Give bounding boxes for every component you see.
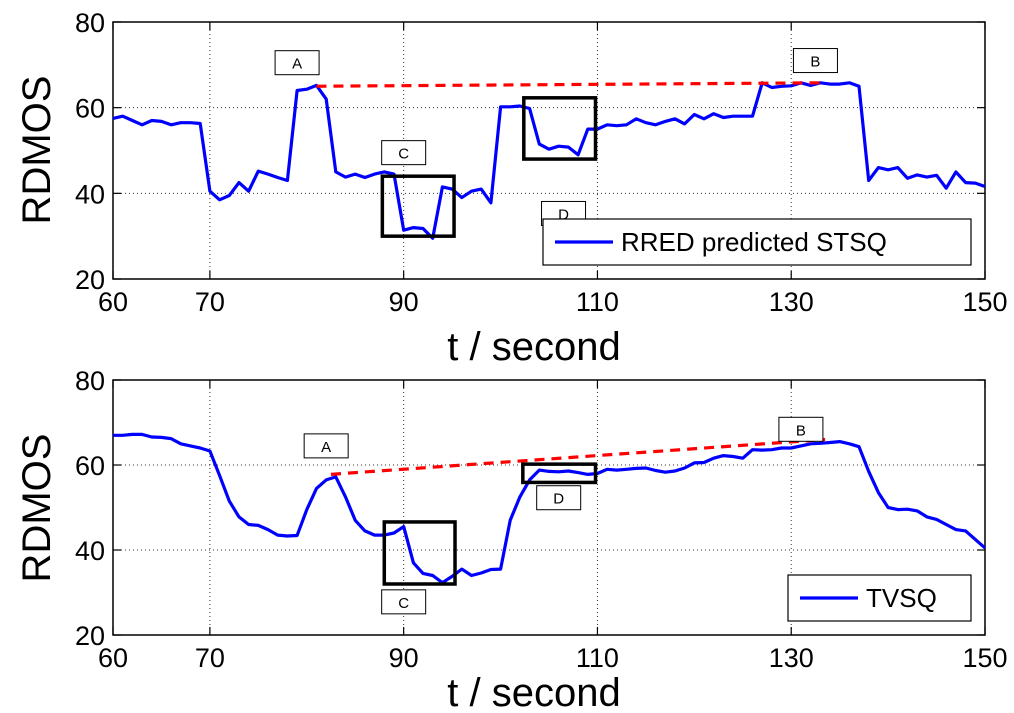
y-tick-label: 60 [75,94,105,124]
x-tick-label: 70 [195,643,225,673]
x-tick-label: 150 [962,643,1007,673]
annotation-label: D [553,491,564,508]
y-axis-label: RDMOS [15,434,59,583]
legend-label: RRED predicted STSQ [621,227,887,257]
y-tick-label: 20 [75,621,105,651]
highlight-box [521,462,598,485]
highlight-box [522,96,598,161]
plot-frame [112,379,986,636]
annotation-label: A [321,439,331,456]
annotation-box [792,48,838,74]
x-axis-label: t / second [447,671,620,713]
chart-panel-2: 60 70 90 110 130 150 20 40 60 80 RDMOS t / second A B… [15,366,1008,713]
x-tick-label: 130 [769,643,814,673]
x-tick-label: 60 [98,287,128,317]
y-axis-label: RDMOS [15,76,59,225]
annotation-label: A [292,56,302,73]
annotation-box [303,433,349,459]
highlight-box [380,174,456,238]
x-tick-label: 70 [195,287,225,317]
x-tick-label: 110 [576,643,619,673]
highlight-box [382,520,457,586]
x-tick-label: 150 [962,287,1007,317]
x-tick-label: 110 [576,287,619,317]
annotation-box [778,416,824,442]
y-tick-label: 60 [75,451,105,481]
x-axis-label: t / second [447,325,620,369]
x-tick-label: 90 [389,643,419,673]
annotation-box [381,140,427,166]
series-line-rred-predicted-stsq [112,81,986,240]
x-tick-label: 130 [769,287,814,317]
y-tick-label: 40 [75,536,105,566]
annotation-box [381,589,427,615]
y-tick-label: 20 [75,265,105,295]
y-tick-label: 80 [75,366,105,396]
y-tick-label: 40 [75,179,105,209]
legend-label: TVSQ [866,583,937,613]
legend-box [542,218,972,266]
y-tick-label: 80 [75,8,105,38]
chart-panel-1: 60 70 90 110 130 150 20 40 60 80 RDMOS t / second A B… [15,8,1008,369]
plot-frame [112,21,986,280]
annotation-label: B [796,422,806,439]
annotation-label: C [398,146,409,163]
annotation-box [274,50,320,76]
x-tick-label: 60 [98,643,128,673]
trend-line [330,437,826,476]
trend-line [316,81,821,88]
annotation-label: B [810,54,820,71]
x-tick-label: 90 [389,287,419,317]
annotation-box [536,485,582,511]
series-line-tvsq [113,432,987,585]
annotation-label: D [558,206,569,223]
annotation-label: C [398,595,409,612]
